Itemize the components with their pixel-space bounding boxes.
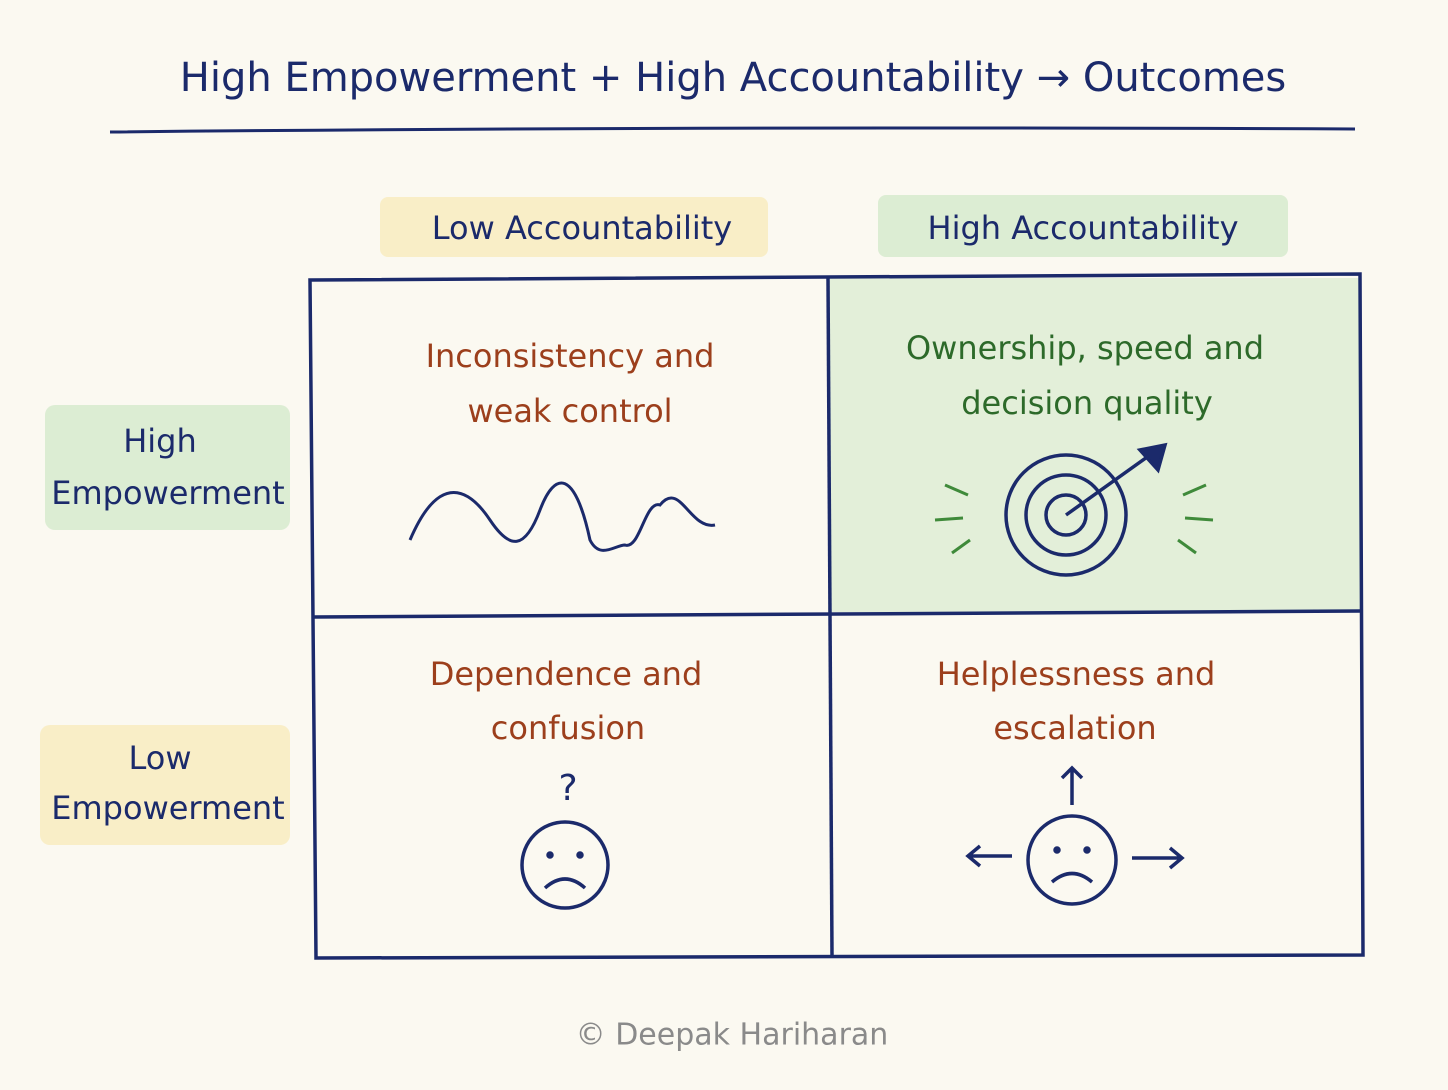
target-icon [1004, 442, 1168, 577]
title: High Empowerment + High Accountability →… [180, 55, 1286, 101]
cell-text: Dependence and [430, 655, 703, 693]
row-header: Empowerment [51, 474, 284, 512]
title-underline [109, 126, 1356, 134]
sad-face [520, 820, 610, 910]
question-mark: ? [558, 768, 577, 809]
cell-text: Helplessness and [937, 655, 1216, 693]
row-highlight [45, 405, 290, 530]
column-highlight [380, 197, 768, 257]
grid [308, 272, 1365, 960]
row-header: High [123, 422, 197, 460]
cell-text: Ownership, speed and [906, 329, 1264, 367]
helpless-face [965, 765, 1185, 906]
cell-text: weak control [467, 392, 672, 430]
cell-text: decision quality [961, 384, 1213, 422]
target-rays [934, 483, 1214, 555]
row-highlight [40, 725, 290, 845]
cell-text: confusion [491, 709, 645, 747]
grid-line [312, 609, 1363, 619]
column-highlight [878, 195, 1288, 257]
cell-fill [828, 278, 1360, 612]
wave-icon [408, 481, 716, 552]
grid-border [308, 272, 1365, 960]
row-header: Empowerment [51, 789, 284, 827]
cell-text: Inconsistency and [426, 337, 715, 375]
footer: © Deepak Hariharan [576, 1018, 889, 1053]
cell-text: escalation [993, 709, 1156, 747]
column-header: High Accountability [928, 209, 1239, 247]
column-header: Low Accountability [432, 209, 732, 247]
row-header: Low [128, 739, 191, 777]
grid-line [826, 277, 834, 956]
